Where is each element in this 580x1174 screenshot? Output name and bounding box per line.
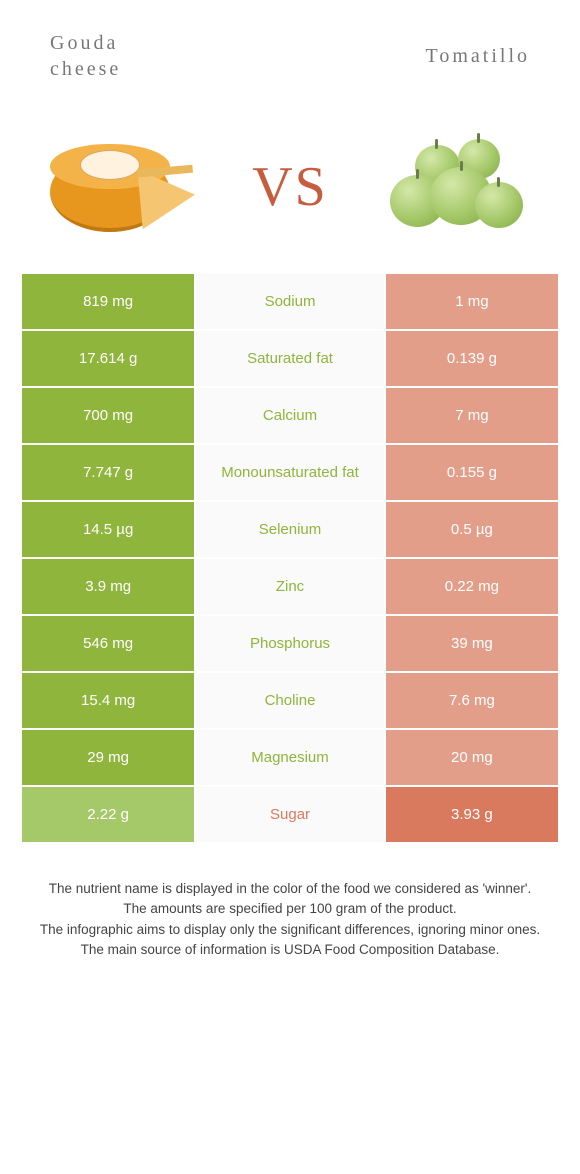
cheese-icon	[50, 132, 200, 242]
footer-line: The amounts are specified per 100 gram o…	[30, 899, 550, 919]
nutrient-name: Calcium	[195, 387, 385, 444]
right-value: 3.93 g	[385, 786, 559, 843]
footer-line: The main source of information is USDA F…	[30, 940, 550, 960]
table-row: 2.22 gSugar3.93 g	[21, 786, 559, 843]
left-value: 29 mg	[21, 729, 195, 786]
header: Gouda cheese Tomatillo	[0, 0, 580, 102]
table-row: 700 mgCalcium7 mg	[21, 387, 559, 444]
nutrient-name: Magnesium	[195, 729, 385, 786]
table-row: 3.9 mgZinc0.22 mg	[21, 558, 559, 615]
right-value: 0.139 g	[385, 330, 559, 387]
table-row: 7.747 gMonounsaturated fat0.155 g	[21, 444, 559, 501]
tomatillo-icon	[380, 127, 530, 247]
nutrient-name: Sugar	[195, 786, 385, 843]
left-value: 2.22 g	[21, 786, 195, 843]
right-value: 7 mg	[385, 387, 559, 444]
left-value: 3.9 mg	[21, 558, 195, 615]
right-value: 7.6 mg	[385, 672, 559, 729]
left-value: 700 mg	[21, 387, 195, 444]
nutrient-name: Zinc	[195, 558, 385, 615]
nutrient-name: Selenium	[195, 501, 385, 558]
footer-line: The nutrient name is displayed in the co…	[30, 879, 550, 899]
images-row: VS	[0, 102, 580, 272]
right-food-image	[370, 122, 540, 252]
left-value: 7.747 g	[21, 444, 195, 501]
table-row: 15.4 mgCholine7.6 mg	[21, 672, 559, 729]
right-value: 39 mg	[385, 615, 559, 672]
left-value: 14.5 µg	[21, 501, 195, 558]
nutrient-name: Sodium	[195, 273, 385, 330]
nutrient-name: Saturated fat	[195, 330, 385, 387]
left-value: 819 mg	[21, 273, 195, 330]
right-value: 20 mg	[385, 729, 559, 786]
table-row: 17.614 gSaturated fat0.139 g	[21, 330, 559, 387]
left-food-image	[40, 122, 210, 252]
footer-notes: The nutrient name is displayed in the co…	[0, 844, 580, 960]
nutrient-name: Phosphorus	[195, 615, 385, 672]
right-value: 0.5 µg	[385, 501, 559, 558]
right-value: 1 mg	[385, 273, 559, 330]
right-value: 0.155 g	[385, 444, 559, 501]
left-value: 15.4 mg	[21, 672, 195, 729]
nutrient-name: Choline	[195, 672, 385, 729]
left-food-title-line1: Gouda	[50, 30, 121, 56]
nutrient-name: Monounsaturated fat	[195, 444, 385, 501]
table-row: 546 mgPhosphorus39 mg	[21, 615, 559, 672]
table-row: 14.5 µgSelenium0.5 µg	[21, 501, 559, 558]
comparison-table: 819 mgSodium1 mg17.614 gSaturated fat0.1…	[20, 272, 560, 844]
footer-line: The infographic aims to display only the…	[30, 920, 550, 940]
left-value: 546 mg	[21, 615, 195, 672]
table-row: 29 mgMagnesium20 mg	[21, 729, 559, 786]
table-row: 819 mgSodium1 mg	[21, 273, 559, 330]
left-food-title-line2: cheese	[50, 56, 121, 82]
right-value: 0.22 mg	[385, 558, 559, 615]
vs-label: VS	[252, 155, 328, 219]
left-value: 17.614 g	[21, 330, 195, 387]
right-food-title: Tomatillo	[426, 43, 530, 69]
left-food-title: Gouda cheese	[50, 30, 121, 82]
